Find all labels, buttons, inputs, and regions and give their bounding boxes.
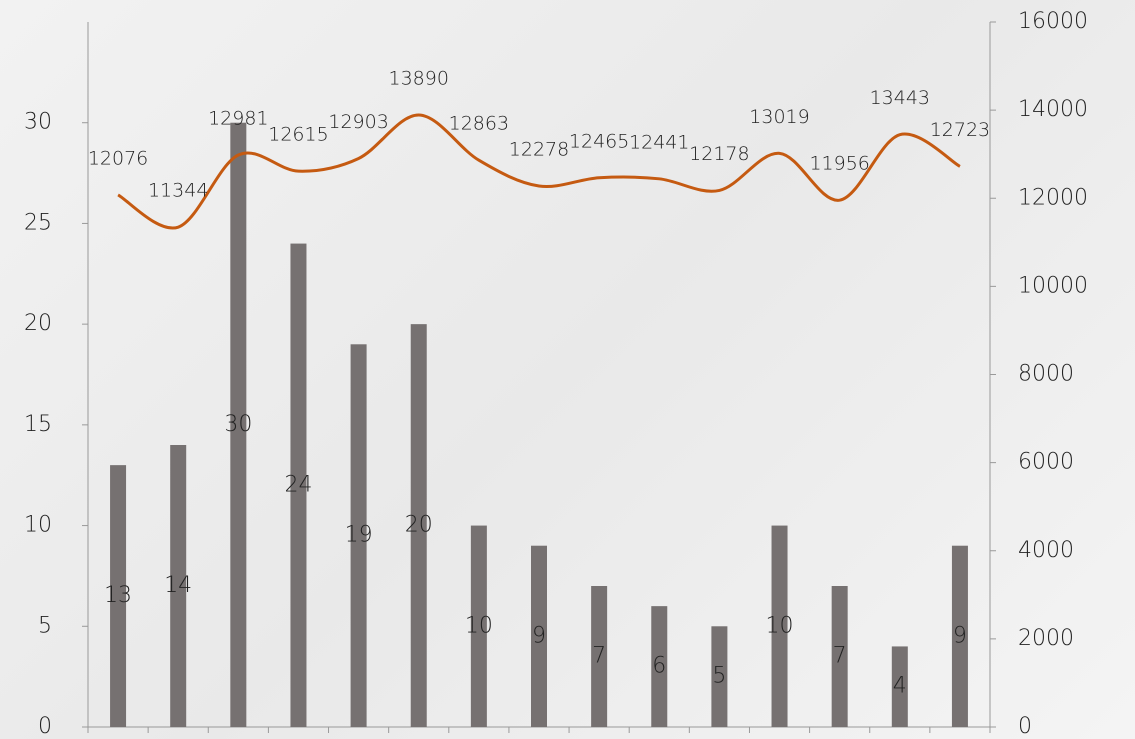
y2-tick-label: 12000 xyxy=(1018,185,1088,210)
y2-tick-label: 4000 xyxy=(1018,538,1074,563)
bar xyxy=(531,545,547,727)
line-label: 12441 xyxy=(629,131,689,153)
bar-label: 4 xyxy=(893,674,907,699)
y-tick-label: 0 xyxy=(38,714,52,739)
bar-label: 24 xyxy=(284,472,312,497)
y2-tick-label: 14000 xyxy=(1018,97,1088,122)
bar-label: 10 xyxy=(766,613,794,638)
bar xyxy=(831,586,848,727)
bar xyxy=(110,465,127,727)
line-label: 12178 xyxy=(689,143,749,165)
bar-label: 9 xyxy=(532,623,546,648)
y-tick-label: 10 xyxy=(24,513,52,538)
bar xyxy=(350,344,367,727)
bar-label: 13 xyxy=(104,583,132,608)
line-label: 13019 xyxy=(749,106,809,128)
y2-tick-label: 16000 xyxy=(1018,9,1088,34)
line xyxy=(117,113,961,230)
bar-label: 30 xyxy=(224,412,252,437)
bar-label: 14 xyxy=(164,573,192,598)
line-label: 12863 xyxy=(449,113,509,135)
line-label: 11344 xyxy=(148,180,208,202)
line-label: 12981 xyxy=(208,108,268,130)
line-label: 12076 xyxy=(88,147,148,169)
y-tick-label: 5 xyxy=(38,613,52,638)
line-label: 12723 xyxy=(930,119,990,141)
y2-tick-label: 8000 xyxy=(1018,362,1074,387)
line-label: 13890 xyxy=(389,67,449,89)
bar-label: 19 xyxy=(345,523,373,548)
y-tick-label: 15 xyxy=(24,412,52,437)
bar-label: 20 xyxy=(405,513,433,538)
bar-label: 7 xyxy=(592,644,606,669)
bar xyxy=(230,122,247,727)
bar-label: 10 xyxy=(465,613,493,638)
line-label: 11956 xyxy=(809,153,869,175)
bar xyxy=(591,586,608,727)
bar xyxy=(470,525,487,727)
y2-tick-label: 2000 xyxy=(1018,626,1074,651)
line-label: 12903 xyxy=(328,111,388,133)
y-tick-label: 25 xyxy=(24,210,52,235)
line-label: 13443 xyxy=(870,87,930,109)
bar xyxy=(771,525,788,727)
bar xyxy=(410,324,427,727)
bar-label: 7 xyxy=(833,644,847,669)
line-label: 12615 xyxy=(268,124,328,146)
bar xyxy=(711,626,728,727)
bar-label: 5 xyxy=(712,664,726,689)
y2-tick-label: 0 xyxy=(1018,714,1032,739)
bar-label: 9 xyxy=(953,623,967,648)
bar xyxy=(290,243,307,728)
bar xyxy=(891,646,908,727)
y2-tick-label: 10000 xyxy=(1018,273,1088,298)
bar xyxy=(170,445,187,727)
line-label: 12465 xyxy=(569,130,629,152)
bar xyxy=(951,545,968,727)
y-tick-label: 30 xyxy=(24,110,52,135)
bar-label: 6 xyxy=(652,654,666,679)
line-label: 12278 xyxy=(509,139,569,161)
bar xyxy=(651,606,668,727)
y-tick-label: 20 xyxy=(24,311,52,336)
y2-tick-label: 6000 xyxy=(1018,450,1074,475)
